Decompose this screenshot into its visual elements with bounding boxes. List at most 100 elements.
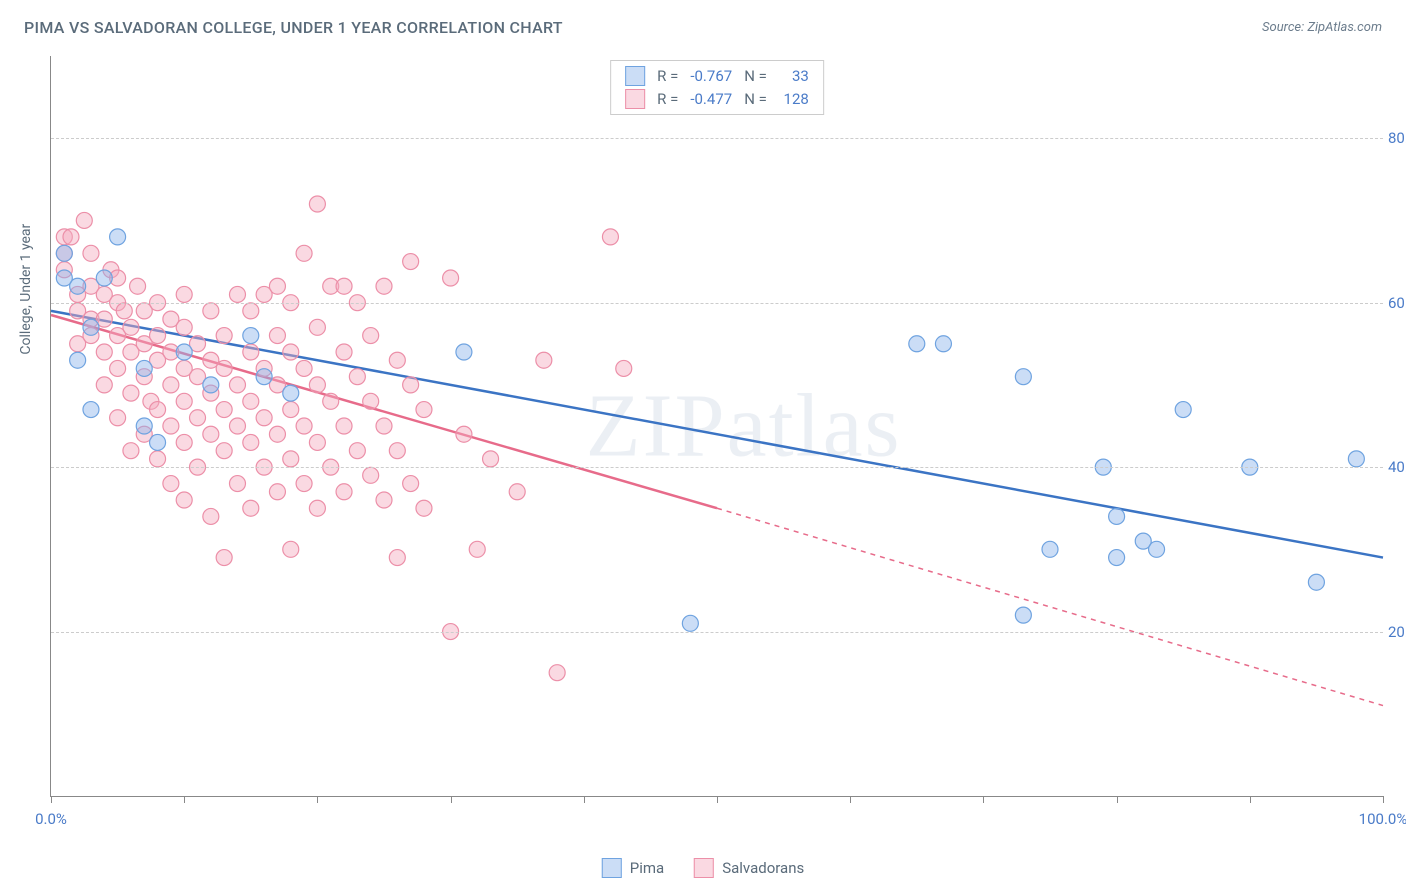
- x-tick-label: 0.0%: [35, 810, 67, 828]
- salvadorans-point: [389, 443, 405, 459]
- salvadorans-point: [549, 665, 565, 681]
- grid-line-h: [51, 632, 1383, 633]
- salvadorans-point: [203, 508, 219, 524]
- pima-point: [456, 344, 472, 360]
- chart-header: PIMA VS SALVADORAN COLLEGE, UNDER 1 YEAR…: [0, 0, 1406, 45]
- salvadorans-point: [283, 344, 299, 360]
- pima-point: [1109, 508, 1125, 524]
- salvadorans-point: [389, 550, 405, 566]
- salvadorans-point: [536, 352, 552, 368]
- pima-point: [70, 278, 86, 294]
- scatter-plot-svg: [51, 56, 1383, 796]
- source-attribution: Source: ZipAtlas.com: [1262, 20, 1382, 35]
- salvadorans-point: [130, 278, 146, 294]
- x-tick: [451, 796, 452, 803]
- salvadorans-point: [163, 377, 179, 393]
- n-label: N =: [744, 88, 767, 111]
- pima-point: [682, 615, 698, 631]
- salvadorans-point: [376, 278, 392, 294]
- salvadorans-point: [176, 492, 192, 508]
- salvadorans-point: [349, 369, 365, 385]
- grid-line-h: [51, 467, 1383, 468]
- legend-label: Salvadorans: [722, 859, 804, 877]
- pima-point: [1015, 607, 1031, 623]
- salvadorans-point: [416, 402, 432, 418]
- salvadorans-point: [509, 484, 525, 500]
- salvadorans-point: [150, 328, 166, 344]
- y-tick-label: 80.0%: [1388, 129, 1406, 147]
- salvadorans-point: [309, 434, 325, 450]
- grid-line-h: [51, 138, 1383, 139]
- salvadorans-point: [63, 229, 79, 245]
- salvadorans-point: [336, 278, 352, 294]
- salvadorans-point: [296, 360, 312, 376]
- pima-point: [150, 434, 166, 450]
- pima-point: [909, 336, 925, 352]
- salvadorans-point: [243, 344, 259, 360]
- salvadorans-point: [123, 443, 139, 459]
- salvadorans-point: [363, 328, 379, 344]
- n-label: N =: [744, 65, 767, 88]
- salvadorans-point: [163, 418, 179, 434]
- salvadorans-point: [176, 286, 192, 302]
- pima-point: [1109, 550, 1125, 566]
- x-tick: [317, 796, 318, 803]
- salvadorans-point: [110, 360, 126, 376]
- salvadorans-point: [403, 476, 419, 492]
- salvadorans-point: [309, 319, 325, 335]
- legend-item: Pima: [602, 858, 664, 878]
- pima-point: [176, 344, 192, 360]
- salvadorans-point: [296, 418, 312, 434]
- r-value: -0.767: [690, 65, 732, 88]
- salvadorans-point: [456, 426, 472, 442]
- salvadorans-point: [123, 385, 139, 401]
- salvadorans-point: [243, 303, 259, 319]
- stats-row: R =-0.477N =128: [625, 88, 809, 111]
- y-tick-label: 60.0%: [1388, 294, 1406, 312]
- salvadorans-point: [283, 451, 299, 467]
- salvadorans-point: [76, 212, 92, 228]
- salvadorans-point: [229, 476, 245, 492]
- salvadorans-point: [96, 344, 112, 360]
- salvadorans-point: [403, 254, 419, 270]
- salvadorans-point: [216, 443, 232, 459]
- salvadorans-point: [389, 352, 405, 368]
- salvadorans-point: [363, 467, 379, 483]
- salvadorans-point: [216, 550, 232, 566]
- salvadorans-point: [309, 377, 325, 393]
- stats-row: R =-0.767N =33: [625, 65, 809, 88]
- pima-point: [283, 385, 299, 401]
- salvadorans-point: [243, 500, 259, 516]
- chart-title: PIMA VS SALVADORAN COLLEGE, UNDER 1 YEAR…: [24, 18, 563, 37]
- legend-item: Salvadorans: [694, 858, 804, 878]
- pima-point: [96, 270, 112, 286]
- x-tick: [1383, 796, 1384, 803]
- pima-point: [136, 360, 152, 376]
- salvadorans-point: [203, 303, 219, 319]
- source-prefix: Source:: [1262, 20, 1307, 35]
- salvadorans-point: [203, 426, 219, 442]
- salvadorans-point: [216, 360, 232, 376]
- pima-point: [1149, 541, 1165, 557]
- pima-point: [1042, 541, 1058, 557]
- stats-swatch: [625, 89, 645, 109]
- salvadorans-point: [349, 443, 365, 459]
- salvadorans-point: [269, 484, 285, 500]
- salvadorans-point: [363, 393, 379, 409]
- pima-point: [83, 402, 99, 418]
- salvadorans-point: [602, 229, 618, 245]
- salvadorans-point: [176, 393, 192, 409]
- salvadorans-point: [283, 402, 299, 418]
- salvadorans-point: [116, 303, 132, 319]
- salvadorans-point: [309, 500, 325, 516]
- x-tick: [717, 796, 718, 803]
- salvadorans-point: [469, 541, 485, 557]
- x-tick: [184, 796, 185, 803]
- pima-point: [935, 336, 951, 352]
- legend-label: Pima: [630, 859, 664, 877]
- pima-point: [1308, 574, 1324, 590]
- salvadorans-point: [296, 476, 312, 492]
- y-axis-label: College, Under 1 year: [18, 224, 34, 355]
- salvadorans-point: [216, 328, 232, 344]
- salvadorans-point: [216, 402, 232, 418]
